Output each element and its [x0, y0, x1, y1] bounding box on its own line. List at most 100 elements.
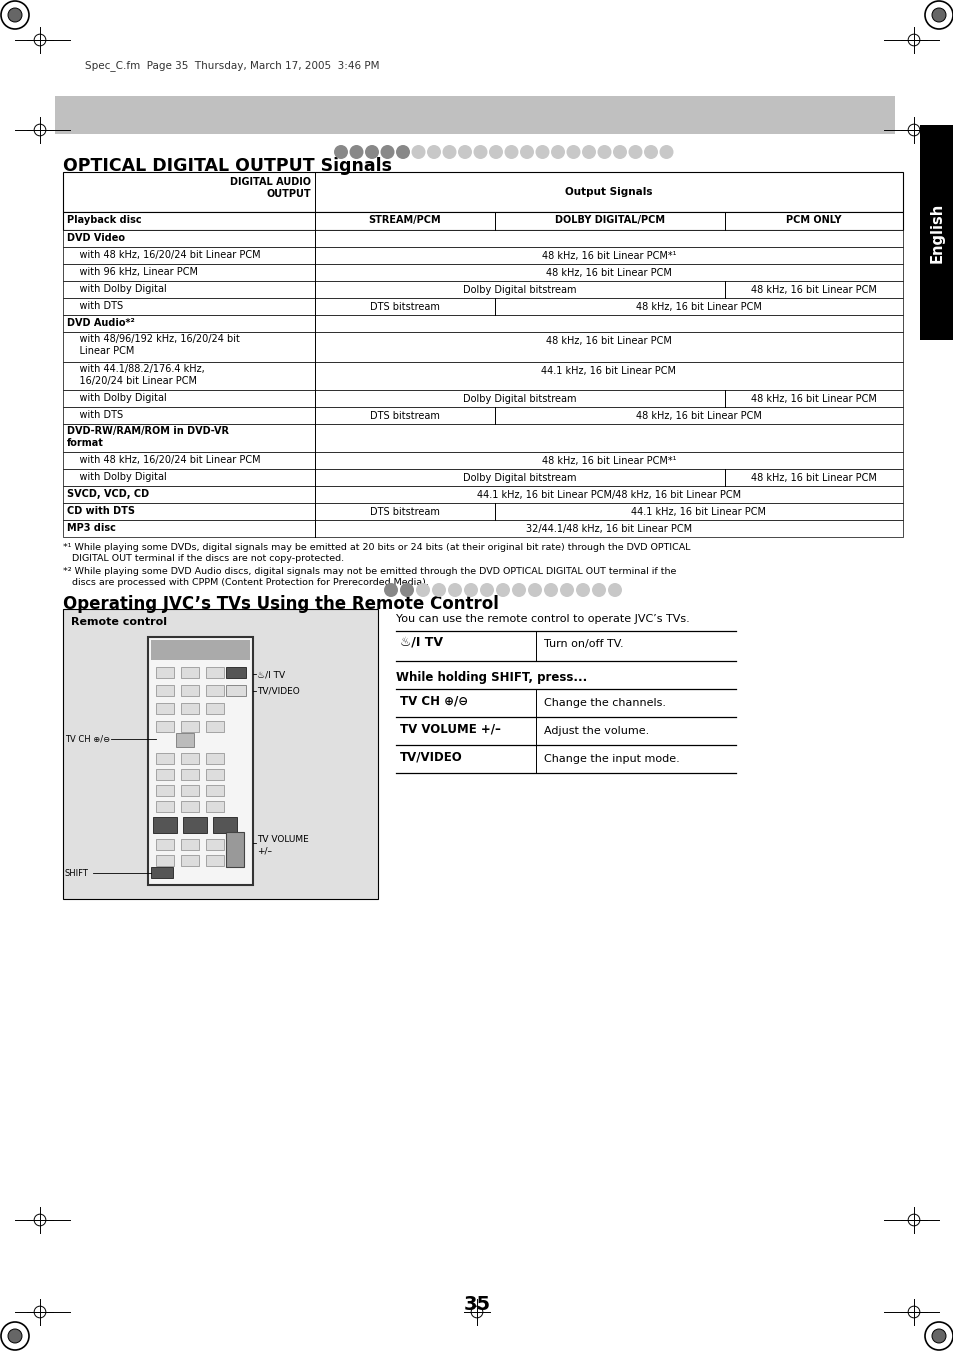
- Circle shape: [543, 584, 558, 597]
- Text: Dolby Digital bitstream: Dolby Digital bitstream: [463, 394, 577, 404]
- Bar: [181, 855, 199, 866]
- Circle shape: [8, 8, 22, 22]
- Text: 44.1 kHz, 16 bit Linear PCM/48 kHz, 16 bit Linear PCM: 44.1 kHz, 16 bit Linear PCM/48 kHz, 16 b…: [476, 490, 740, 500]
- Bar: [206, 667, 224, 678]
- Bar: [63, 263, 902, 281]
- Circle shape: [334, 145, 348, 159]
- Text: DTS bitstream: DTS bitstream: [370, 303, 439, 312]
- Circle shape: [527, 584, 541, 597]
- Bar: [63, 407, 902, 424]
- Circle shape: [566, 145, 579, 159]
- Circle shape: [365, 145, 378, 159]
- Circle shape: [463, 584, 477, 597]
- Text: STREAM/PCM: STREAM/PCM: [368, 215, 441, 226]
- Text: with 48 kHz, 16/20/24 bit Linear PCM: with 48 kHz, 16/20/24 bit Linear PCM: [67, 455, 260, 465]
- Circle shape: [416, 584, 430, 597]
- Bar: [63, 503, 902, 520]
- Circle shape: [432, 584, 446, 597]
- Bar: [63, 362, 902, 390]
- Circle shape: [512, 584, 525, 597]
- Bar: [206, 721, 224, 732]
- Text: DVD-RW/RAM/ROM in DVD-VR
format: DVD-RW/RAM/ROM in DVD-VR format: [67, 426, 229, 447]
- Circle shape: [551, 145, 564, 159]
- Text: Change the channels.: Change the channels.: [543, 698, 665, 708]
- Circle shape: [448, 584, 461, 597]
- Circle shape: [8, 1329, 22, 1343]
- Bar: [181, 721, 199, 732]
- Bar: [206, 801, 224, 812]
- Circle shape: [457, 145, 472, 159]
- Text: TV/VIDEO: TV/VIDEO: [256, 688, 299, 696]
- Circle shape: [643, 145, 658, 159]
- Text: DOLBY DIGITAL/PCM: DOLBY DIGITAL/PCM: [555, 215, 664, 226]
- Bar: [156, 753, 173, 765]
- Text: Spec_C.fm  Page 35  Thursday, March 17, 2005  3:46 PM: Spec_C.fm Page 35 Thursday, March 17, 20…: [85, 59, 379, 70]
- Circle shape: [384, 584, 397, 597]
- Bar: [206, 769, 224, 780]
- Bar: [213, 817, 236, 834]
- Bar: [156, 801, 173, 812]
- Circle shape: [576, 584, 589, 597]
- Bar: [63, 609, 377, 898]
- Circle shape: [628, 145, 641, 159]
- Text: Dolby Digital bitstream: Dolby Digital bitstream: [463, 473, 577, 484]
- Circle shape: [427, 145, 440, 159]
- Text: OPTICAL DIGITAL OUTPUT Signals: OPTICAL DIGITAL OUTPUT Signals: [63, 157, 392, 176]
- Text: While holding SHIFT, press...: While holding SHIFT, press...: [395, 671, 587, 684]
- Bar: [63, 424, 902, 453]
- Bar: [226, 832, 244, 867]
- Text: TV CH ⊕/⊖: TV CH ⊕/⊖: [65, 735, 110, 744]
- Bar: [156, 667, 173, 678]
- Bar: [156, 721, 173, 732]
- Bar: [181, 785, 199, 796]
- Bar: [63, 299, 902, 315]
- Text: 48 kHz, 16 bit Linear PCM: 48 kHz, 16 bit Linear PCM: [545, 267, 671, 278]
- Bar: [181, 801, 199, 812]
- Circle shape: [496, 584, 510, 597]
- Circle shape: [399, 584, 414, 597]
- Text: Output Signals: Output Signals: [565, 186, 652, 197]
- Circle shape: [931, 1329, 945, 1343]
- Text: 48 kHz, 16 bit Linear PCM: 48 kHz, 16 bit Linear PCM: [636, 303, 761, 312]
- Text: with 44.1/88.2/176.4 kHz,
    16/20/24 bit Linear PCM: with 44.1/88.2/176.4 kHz, 16/20/24 bit L…: [67, 363, 205, 385]
- Bar: [226, 685, 246, 696]
- Text: with DTS: with DTS: [67, 301, 123, 311]
- Bar: [156, 703, 173, 713]
- Text: Dolby Digital bitstream: Dolby Digital bitstream: [463, 285, 577, 295]
- Bar: [151, 640, 250, 661]
- Circle shape: [489, 145, 502, 159]
- Bar: [63, 315, 902, 332]
- Text: Turn on/off TV.: Turn on/off TV.: [543, 639, 623, 648]
- Bar: [181, 753, 199, 765]
- Text: with 48 kHz, 16/20/24 bit Linear PCM: with 48 kHz, 16/20/24 bit Linear PCM: [67, 250, 260, 259]
- Bar: [183, 817, 207, 834]
- Circle shape: [395, 145, 410, 159]
- Text: MP3 disc: MP3 disc: [67, 523, 115, 534]
- Circle shape: [613, 145, 626, 159]
- Text: ♨/I TV: ♨/I TV: [399, 636, 442, 648]
- Bar: [206, 685, 224, 696]
- Text: 48 kHz, 16 bit Linear PCM: 48 kHz, 16 bit Linear PCM: [750, 473, 876, 484]
- Bar: [156, 785, 173, 796]
- Circle shape: [504, 145, 518, 159]
- Text: DTS bitstream: DTS bitstream: [370, 411, 439, 422]
- Circle shape: [519, 145, 534, 159]
- Text: *² While playing some DVD Audio discs, digital signals may not be emitted throug: *² While playing some DVD Audio discs, d…: [63, 567, 676, 576]
- Text: *¹ While playing some DVDs, digital signals may be emitted at 20 bits or 24 bits: *¹ While playing some DVDs, digital sign…: [63, 543, 690, 553]
- Text: +/–: +/–: [256, 847, 272, 857]
- Text: CD with DTS: CD with DTS: [67, 507, 135, 516]
- Text: 44.1 kHz, 16 bit Linear PCM: 44.1 kHz, 16 bit Linear PCM: [541, 366, 676, 376]
- Circle shape: [479, 584, 494, 597]
- Bar: [63, 281, 902, 299]
- Circle shape: [659, 145, 673, 159]
- Bar: [63, 486, 902, 503]
- Bar: [175, 734, 193, 747]
- Text: 48 kHz, 16 bit Linear PCM*¹: 48 kHz, 16 bit Linear PCM*¹: [541, 457, 676, 466]
- Text: Operating JVC’s TVs Using the Remote Control: Operating JVC’s TVs Using the Remote Con…: [63, 594, 498, 613]
- Circle shape: [535, 145, 549, 159]
- Bar: [148, 638, 253, 885]
- Text: 48 kHz, 16 bit Linear PCM: 48 kHz, 16 bit Linear PCM: [750, 285, 876, 295]
- Text: Remote control: Remote control: [71, 617, 167, 627]
- Text: 48 kHz, 16 bit Linear PCM: 48 kHz, 16 bit Linear PCM: [750, 394, 876, 404]
- Bar: [919, 126, 953, 340]
